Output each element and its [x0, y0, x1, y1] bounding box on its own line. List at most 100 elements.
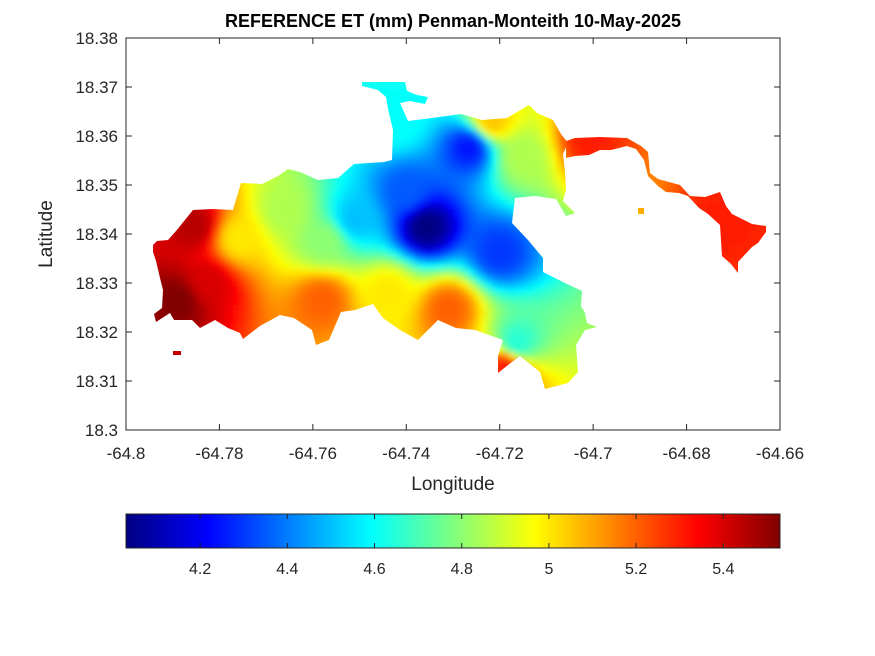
field-cell — [503, 125, 511, 133]
field-cell — [305, 263, 313, 271]
field-cell — [503, 197, 511, 205]
field-cell — [545, 281, 553, 289]
field-cell — [221, 317, 229, 325]
field-cell — [761, 227, 766, 235]
field-cell — [389, 263, 397, 271]
field-cell — [365, 257, 373, 265]
field-cell — [251, 293, 259, 301]
field-cell — [491, 251, 499, 259]
field-cell — [371, 251, 379, 259]
field-cell — [383, 263, 391, 271]
field-cell — [539, 293, 547, 301]
field-cell — [497, 119, 505, 127]
field-cell — [293, 311, 301, 319]
field-cell — [269, 263, 277, 271]
field-cell — [485, 119, 493, 127]
field-cell — [287, 263, 295, 271]
field-cell — [185, 257, 193, 265]
field-cell — [473, 179, 481, 187]
field-cell — [275, 239, 283, 247]
field-cell — [431, 287, 439, 295]
field-cell — [413, 287, 421, 295]
field-cell — [491, 155, 499, 163]
field-cell — [485, 311, 493, 319]
field-cell — [449, 179, 457, 187]
field-cell — [509, 281, 517, 289]
field-cell — [347, 281, 355, 289]
field-cell — [581, 143, 589, 151]
field-cell — [455, 233, 463, 241]
field-cell — [485, 143, 493, 151]
field-cell — [287, 281, 295, 289]
field-cell — [527, 317, 535, 325]
field-cell — [425, 275, 433, 283]
field-cell — [491, 323, 499, 331]
field-cell — [311, 299, 319, 307]
field-cell — [203, 311, 211, 319]
field-cell — [401, 83, 409, 91]
field-cell — [323, 335, 331, 343]
field-cell — [569, 293, 577, 301]
field-cell — [203, 227, 211, 235]
field-cell — [257, 281, 265, 289]
field-cell — [191, 221, 199, 229]
field-cell — [395, 185, 403, 193]
field-cell — [557, 293, 565, 301]
field-cell — [419, 167, 427, 175]
field-cell — [281, 245, 289, 253]
field-cell — [443, 203, 451, 211]
field-cell — [485, 215, 493, 223]
field-cell — [371, 227, 379, 235]
field-cell — [383, 281, 391, 289]
field-cell — [443, 131, 451, 139]
field-cell — [437, 233, 445, 241]
field-cell — [533, 353, 541, 361]
field-cell — [503, 329, 511, 337]
field-cell — [287, 275, 295, 283]
field-cell — [407, 245, 415, 253]
field-cell — [269, 227, 277, 235]
field-cell — [443, 317, 451, 325]
field-cell — [287, 185, 295, 193]
field-cell — [431, 305, 439, 313]
field-cell — [293, 203, 301, 211]
field-cell — [569, 305, 577, 313]
field-cell — [485, 305, 493, 313]
field-cell — [371, 203, 379, 211]
field-cell — [533, 167, 541, 175]
field-cell — [269, 293, 277, 301]
field-cell — [413, 245, 421, 253]
field-cell — [317, 209, 325, 217]
field-cell — [251, 221, 259, 229]
field-cell — [407, 131, 415, 139]
field-cell — [299, 251, 307, 259]
field-cell — [203, 239, 211, 247]
field-cell — [425, 119, 433, 127]
field-cell — [251, 269, 259, 277]
field-cell — [245, 323, 253, 331]
field-cell — [395, 299, 403, 307]
field-cell — [233, 197, 241, 205]
field-cell — [473, 203, 481, 211]
field-cell — [479, 269, 487, 277]
field-cell — [461, 305, 469, 313]
field-cell — [383, 221, 391, 229]
field-cell — [353, 233, 361, 241]
field-cell — [503, 323, 511, 331]
field-cell — [491, 305, 499, 313]
field-cell — [359, 293, 367, 301]
field-cell — [245, 317, 253, 325]
field-cell — [449, 281, 457, 289]
field-cell — [389, 107, 397, 115]
field-cell — [179, 263, 187, 271]
field-cell — [527, 251, 535, 259]
field-cell — [395, 323, 403, 331]
field-cell — [449, 119, 457, 127]
field-cell — [557, 317, 565, 325]
field-cell — [245, 287, 253, 295]
field-cell — [581, 317, 589, 325]
field-cell — [389, 113, 397, 121]
field-cell — [425, 317, 433, 325]
field-cell — [185, 311, 193, 319]
field-cell — [431, 233, 439, 241]
